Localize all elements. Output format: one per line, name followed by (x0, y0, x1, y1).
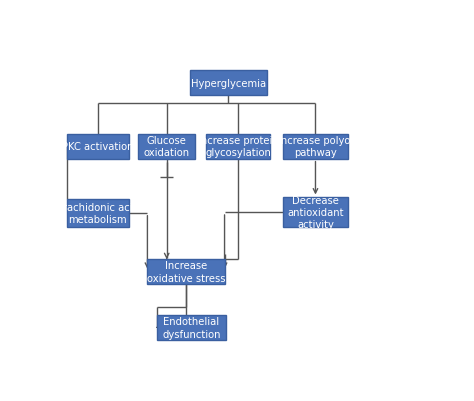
Text: Hyperglycemia: Hyperglycemia (191, 79, 266, 89)
FancyBboxPatch shape (66, 135, 129, 159)
FancyBboxPatch shape (156, 315, 227, 340)
FancyBboxPatch shape (147, 259, 225, 284)
FancyBboxPatch shape (66, 199, 129, 227)
FancyBboxPatch shape (206, 135, 271, 159)
FancyBboxPatch shape (138, 135, 195, 159)
Text: Decrease
antioxidant
activity: Decrease antioxidant activity (287, 195, 344, 230)
Text: Endothelial
dysfunction: Endothelial dysfunction (162, 316, 221, 339)
Text: Glucose
oxidation: Glucose oxidation (144, 136, 190, 158)
FancyBboxPatch shape (283, 198, 347, 227)
Text: Arachidonic acid
metabolism: Arachidonic acid metabolism (56, 202, 139, 225)
FancyBboxPatch shape (283, 135, 347, 159)
Text: Increase protein
glycosylation: Increase protein glycosylation (198, 136, 279, 158)
Text: Increase
oxidative stress: Increase oxidative stress (147, 261, 225, 283)
Text: Increase polyol
pathway: Increase polyol pathway (278, 136, 353, 158)
Text: PKC activation: PKC activation (62, 142, 134, 152)
FancyBboxPatch shape (190, 71, 267, 96)
